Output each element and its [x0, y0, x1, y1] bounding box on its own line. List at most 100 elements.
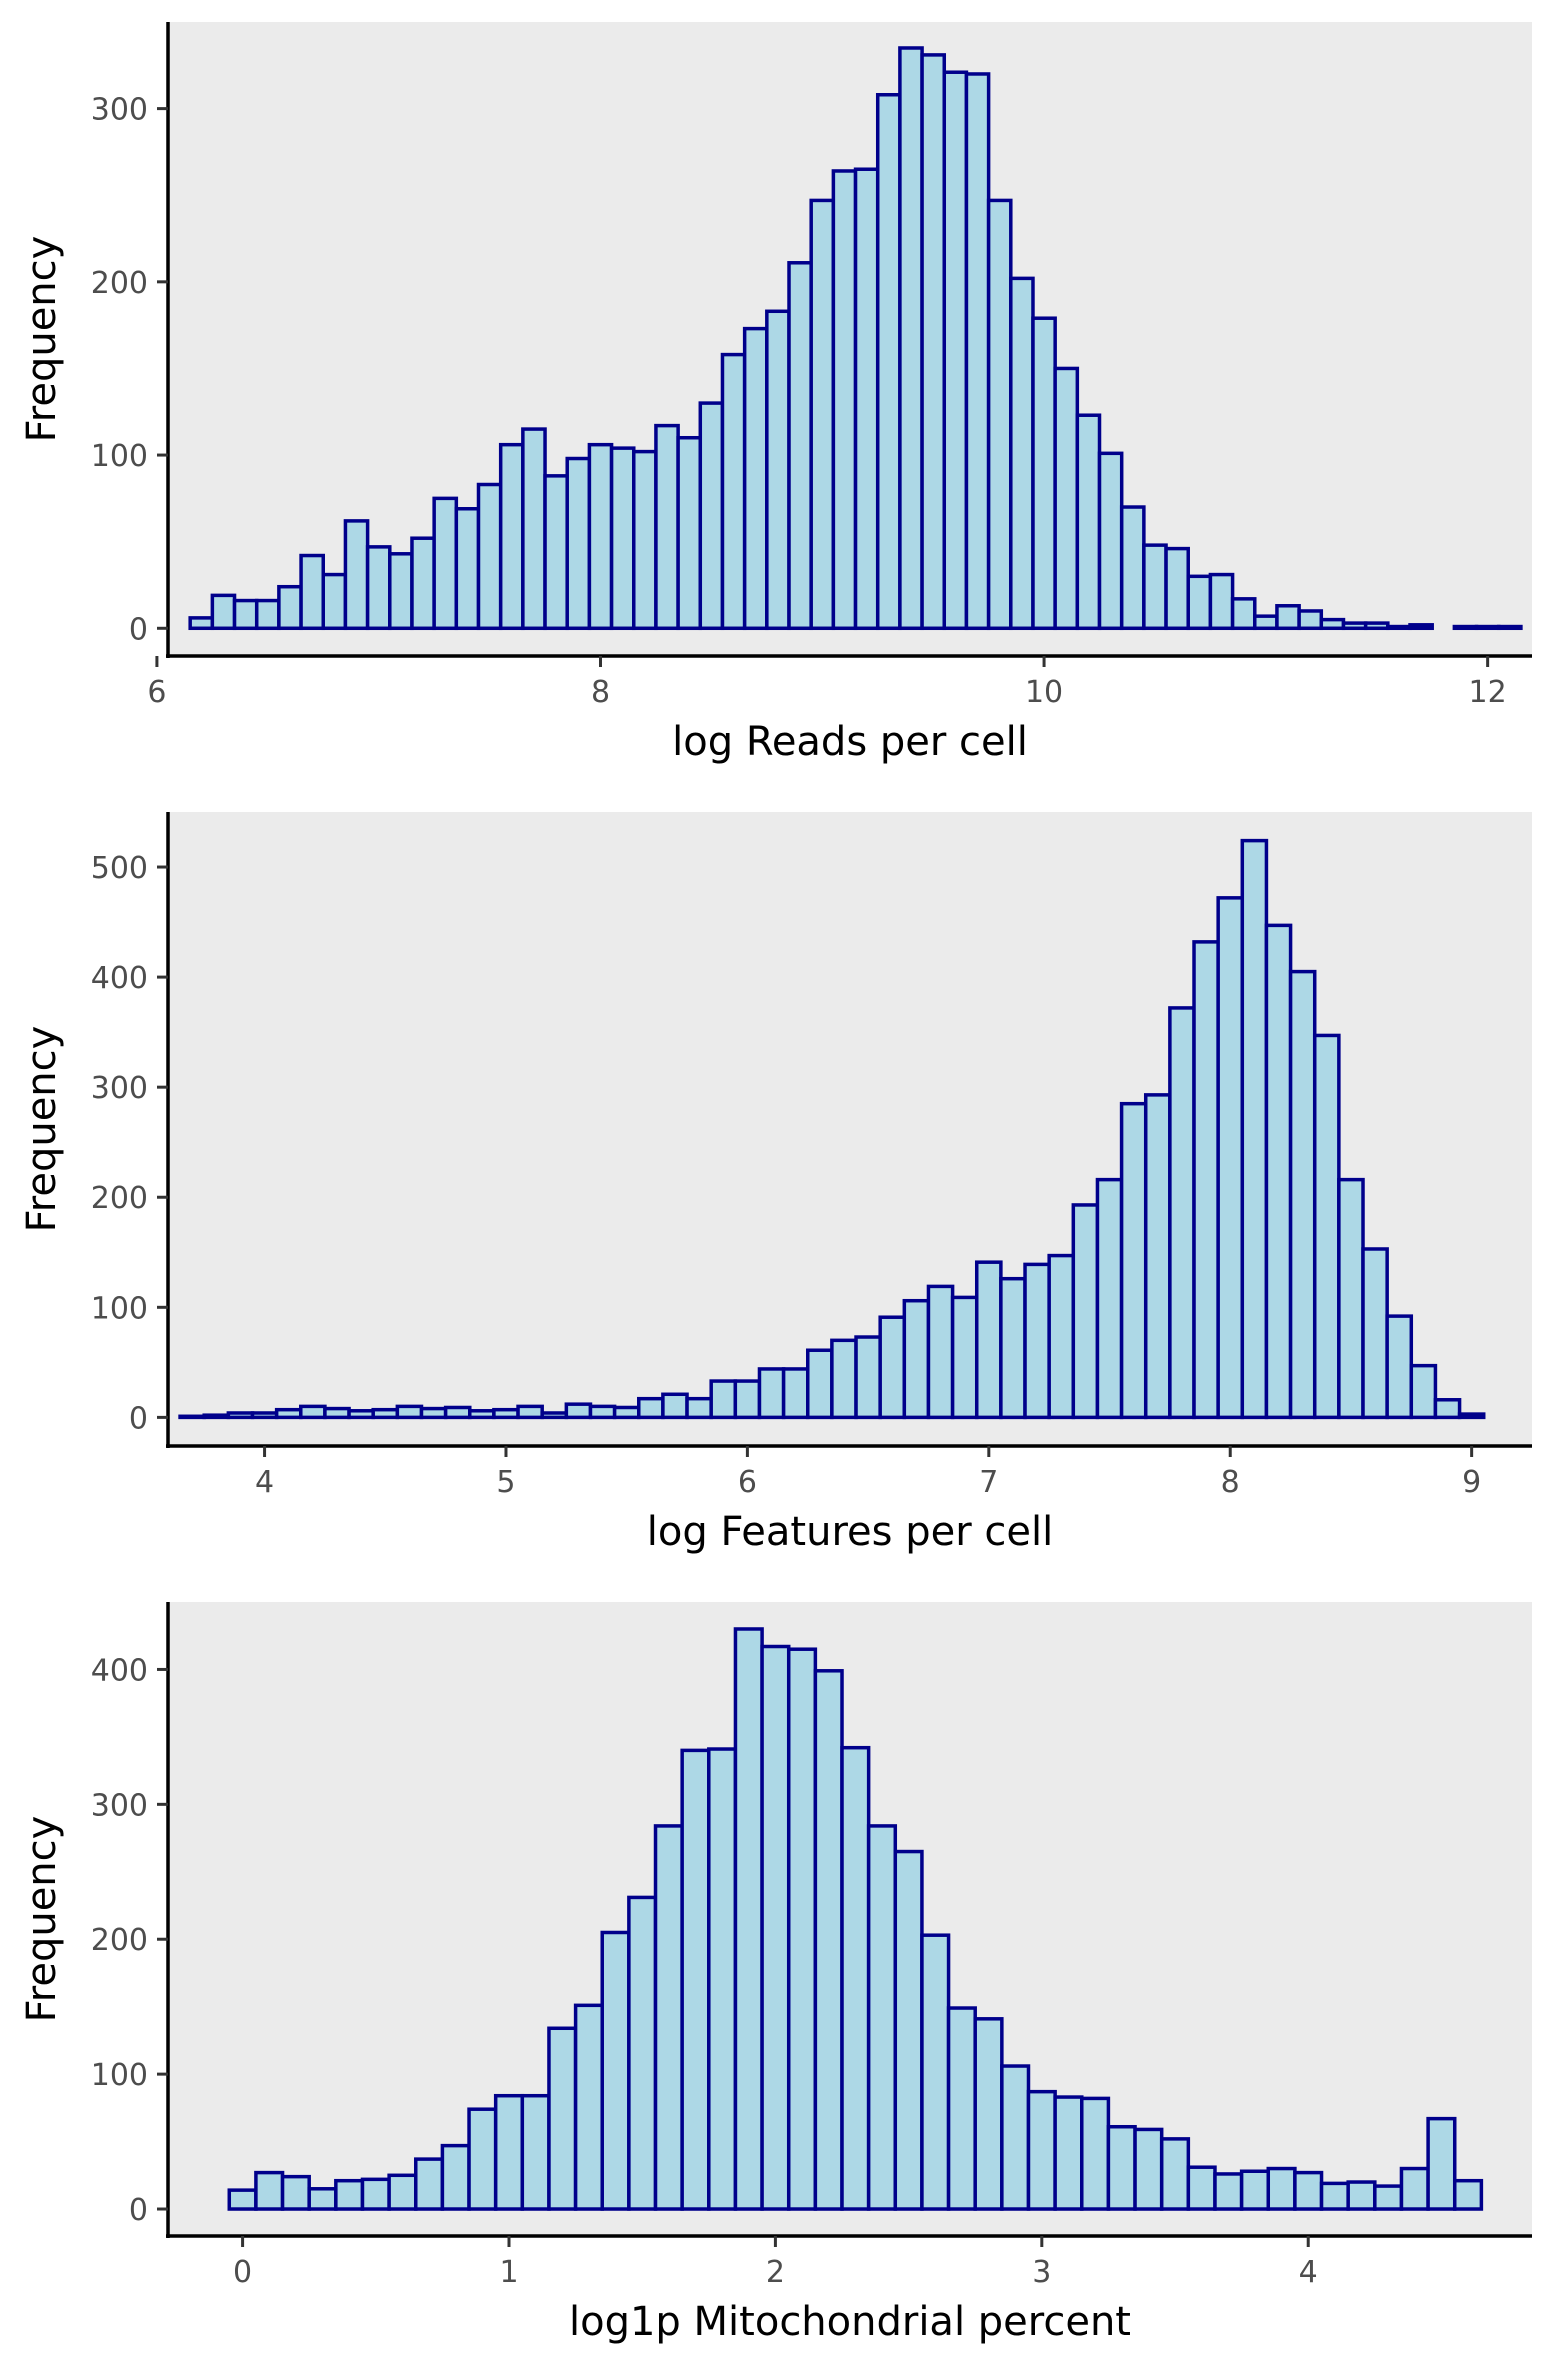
histogram-bar — [1373, 2184, 1404, 2211]
x-tick-label: 7 — [979, 1465, 998, 1500]
histogram-bar — [1143, 1093, 1172, 1420]
y-axis-title: Frequency — [19, 1816, 65, 2023]
histogram-bar — [454, 507, 481, 631]
histogram-bar — [806, 1348, 834, 1420]
x-tick-label: 6 — [147, 675, 166, 710]
histogram-bar — [964, 72, 991, 631]
histogram-bar — [564, 1402, 593, 1420]
histogram-bar — [1452, 624, 1479, 631]
histogram-bar — [1119, 505, 1146, 631]
histogram-bar — [1408, 623, 1434, 631]
histogram-bar — [1047, 1253, 1076, 1420]
histogram-bar — [653, 1824, 684, 2211]
histogram-bar — [1264, 923, 1293, 1420]
histogram-bar — [343, 519, 370, 631]
histogram-bar — [786, 1647, 818, 2211]
histogram-bar — [733, 1379, 762, 1420]
histogram-bar — [232, 598, 259, 631]
histogram-bar — [360, 2177, 391, 2211]
histogram-bar — [813, 1669, 844, 2211]
histogram-bar — [274, 1407, 303, 1420]
histogram-bar — [387, 2173, 418, 2211]
histogram-bar — [1031, 316, 1057, 631]
histogram-bar — [854, 1335, 882, 1420]
histogram-bar — [1230, 597, 1257, 631]
y-tick-label: 0 — [129, 1401, 148, 1436]
histogram-bar — [627, 1895, 658, 2211]
x-axis-ticks: 6 8 10 12 — [147, 656, 1507, 710]
histogram-bar — [1164, 546, 1190, 631]
histogram-bar — [1337, 1177, 1365, 1420]
histogram-bar — [1361, 1247, 1389, 1420]
histogram-bar — [1208, 572, 1235, 631]
histogram-bar — [742, 326, 769, 631]
histogram-bar — [1053, 366, 1080, 631]
histogram-bar — [974, 1260, 1003, 1420]
histogram-bar — [1026, 2089, 1057, 2211]
histogram-bar — [1239, 2169, 1271, 2211]
reads-per-cell-histogram: 6 8 10 12 0 100 200 300 log Reads per cell Fre… — [19, 22, 1532, 765]
histogram-bar — [893, 1849, 924, 2211]
y-axis-ticks: 0 100 200 300 — [91, 93, 168, 647]
histogram-bar — [1159, 2137, 1191, 2211]
histogram-bar — [840, 1745, 871, 2211]
histogram-bar — [540, 1411, 569, 1420]
histogram-bar — [1433, 1398, 1462, 1420]
histogram-bar — [277, 584, 303, 631]
histogram-bar — [920, 53, 947, 631]
y-tick-label: 100 — [91, 2058, 148, 2093]
histogram-bar — [587, 442, 614, 631]
x-tick-label: 9 — [1462, 1465, 1481, 1500]
histogram-bar — [637, 1396, 665, 1420]
histogram-bar — [468, 1409, 496, 1420]
histogram-bar — [781, 1367, 810, 1420]
histogram-bar — [831, 169, 858, 631]
histogram-bar — [498, 442, 525, 631]
histogram-bar — [720, 352, 747, 631]
histogram-bar — [1346, 2180, 1377, 2211]
histogram-bar — [280, 2174, 311, 2211]
histogram-bar — [999, 1276, 1027, 1420]
x-axis-ticks: 0 1 2 3 4 — [233, 2236, 1318, 2290]
histogram-bar — [866, 1824, 898, 2211]
histogram-bar — [926, 1284, 955, 1420]
histogram-bar — [757, 1367, 786, 1420]
histogram-bar — [521, 427, 547, 631]
histogram-bar — [600, 1930, 631, 2211]
histogram-bar — [1399, 2166, 1430, 2211]
histogram-bar — [565, 456, 592, 631]
x-axis-title: log1p Mitochondrial percent — [569, 2299, 1131, 2345]
histogram-bar — [254, 598, 281, 631]
y-tick-label: 400 — [91, 1653, 148, 1688]
x-tick-label: 8 — [591, 675, 610, 710]
histogram-bar — [1386, 624, 1412, 631]
histogram-bar — [765, 309, 791, 631]
histogram-bar — [1186, 2165, 1217, 2211]
histogram-bar — [1312, 1033, 1341, 1420]
histogram-bar — [1133, 2127, 1164, 2211]
histogram-bar — [299, 553, 326, 631]
histogram-bar — [1097, 451, 1124, 631]
y-axis-ticks: 0 100 200 300 400 500 — [91, 851, 168, 1436]
y-tick-label: 0 — [129, 612, 148, 647]
histogram-bar — [1288, 969, 1317, 1420]
histogram-bar — [188, 616, 215, 631]
y-tick-label: 500 — [91, 851, 148, 886]
histogram-bar — [676, 435, 703, 631]
histogram-bar — [950, 1295, 979, 1420]
histogram-bar — [680, 1748, 711, 2211]
histogram-bar — [440, 2143, 471, 2211]
y-tick-label: 200 — [91, 1923, 148, 1958]
histogram-bar — [1095, 1177, 1124, 1420]
histogram-bars — [188, 46, 1523, 631]
histogram-bar — [226, 1411, 255, 1420]
histogram-bar — [1142, 543, 1168, 631]
histogram-bar — [492, 1407, 520, 1420]
histogram-bar — [1253, 614, 1279, 631]
histogram-bar — [685, 1396, 713, 1420]
histogram-bar — [733, 1627, 764, 2211]
histogram-bar — [1000, 2064, 1031, 2211]
x-axis-title: log Reads per cell — [672, 719, 1028, 765]
histogram-bars — [227, 1627, 1484, 2211]
histogram-bar — [227, 2188, 258, 2211]
